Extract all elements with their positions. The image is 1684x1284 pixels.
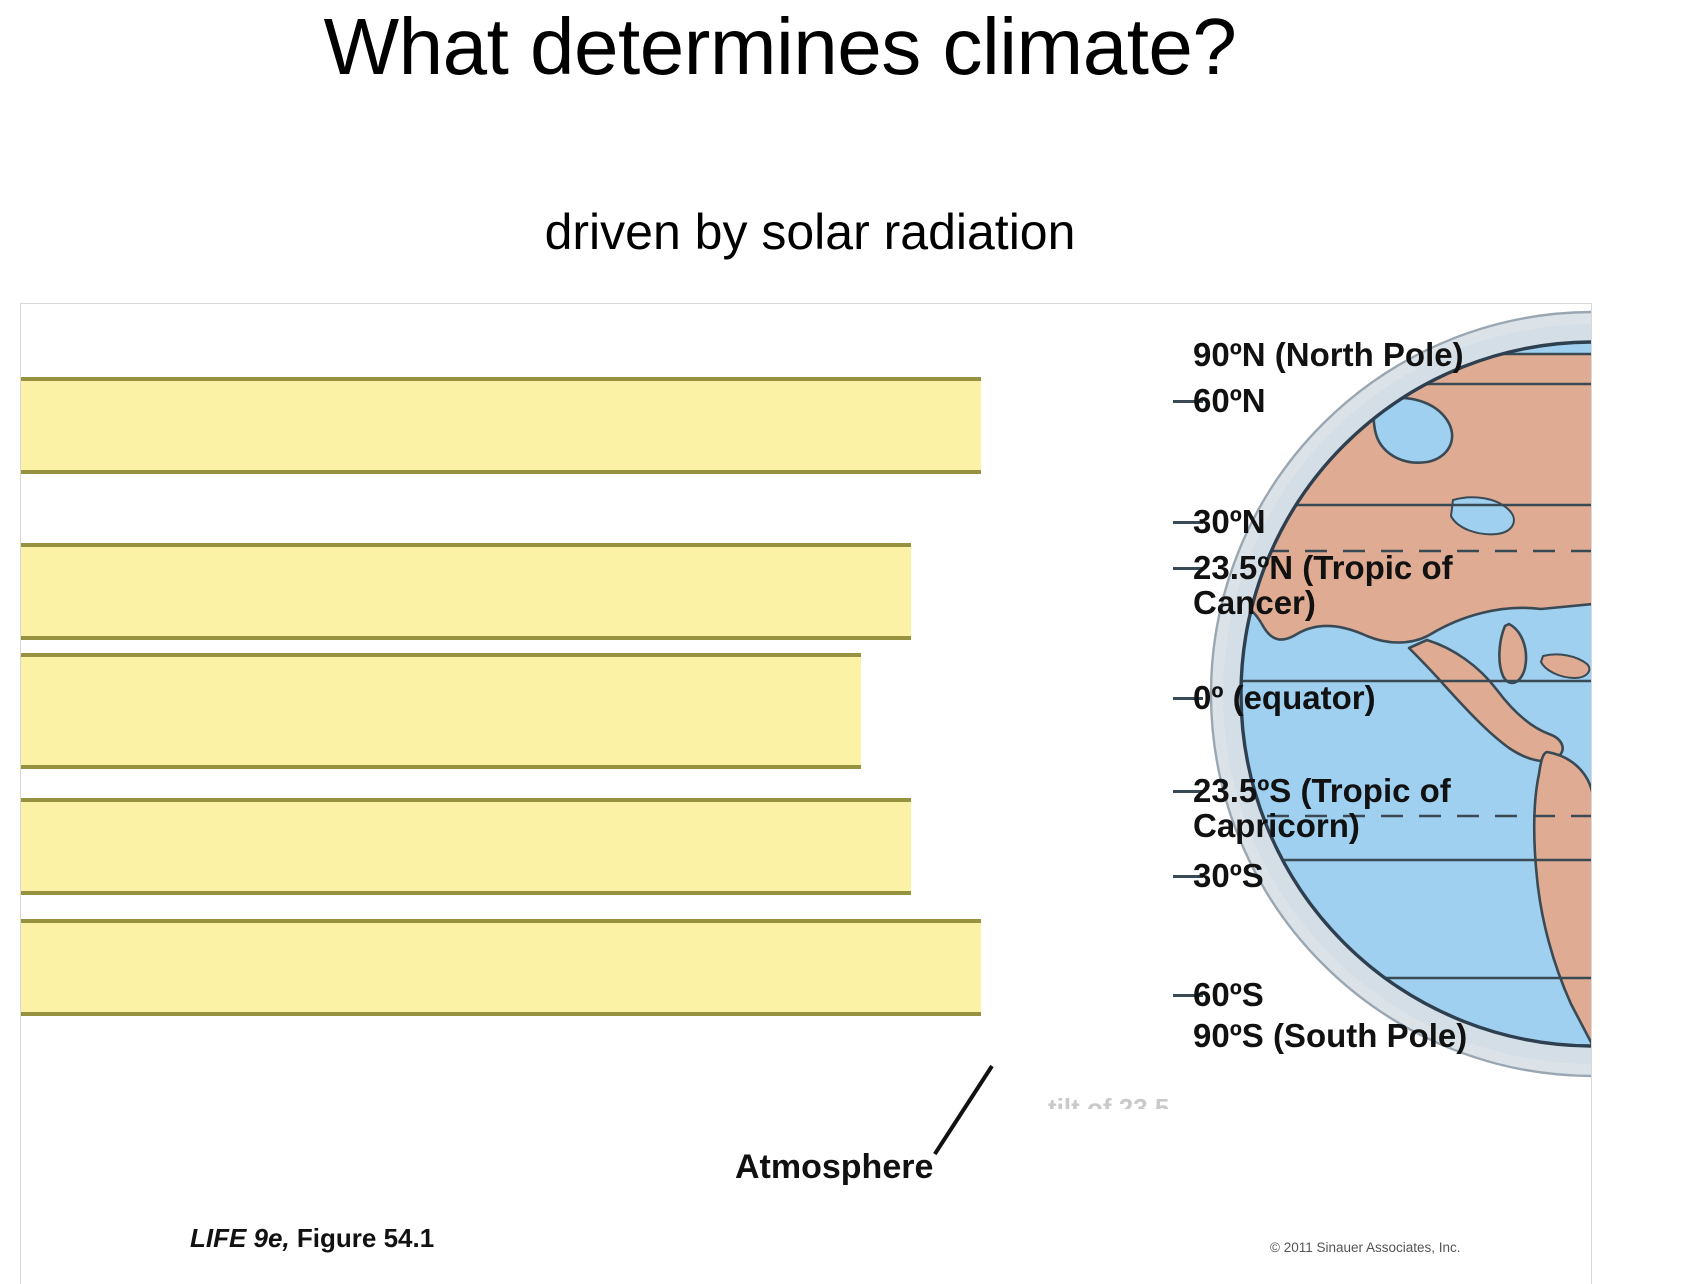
- sunlight-beam: [21, 543, 911, 640]
- latitude-tick: [1173, 875, 1203, 878]
- latitude-tick: [1173, 521, 1203, 524]
- latitude-label: 23.5ºN (Tropic of Cancer): [1193, 549, 1453, 621]
- latitude-label: 60ºN: [1193, 382, 1266, 419]
- atmosphere-label: Atmosphere: [735, 1148, 934, 1186]
- latitude-label: 30ºN: [1193, 503, 1266, 540]
- sunlight-beam: [21, 653, 861, 769]
- sunlight-beam: [21, 919, 981, 1016]
- latitude-tick: [1173, 697, 1203, 700]
- latitude-label: 90ºS (South Pole): [1193, 1017, 1468, 1054]
- latitude-label: 90ºN (North Pole): [1193, 336, 1464, 373]
- clipped-residual-text: tilt of 23.5: [1048, 1093, 1170, 1109]
- figure-source-number: Figure 54.1: [289, 1223, 435, 1253]
- latitude-label: 60ºS: [1193, 976, 1264, 1013]
- sunlight-beam: [21, 798, 911, 895]
- copyright-notice: © 2011 Sinauer Associates, Inc.: [1270, 1240, 1461, 1255]
- figure-source-credit: LIFE 9e, Figure 54.1: [190, 1223, 434, 1254]
- figure-source-book: LIFE 9e,: [190, 1223, 290, 1253]
- latitude-label: 0º (equator): [1193, 679, 1376, 716]
- page-subtitle: driven by solar radiation: [544, 204, 1076, 260]
- page-title: What determines climate?: [323, 2, 1237, 91]
- latitude-tick: [1173, 790, 1203, 793]
- latitude-label: 23.5ºS (Tropic of Capricorn): [1193, 772, 1451, 844]
- latitude-tick: [1173, 400, 1203, 403]
- climate-figure: Low angle of incoming sunlightSun direct…: [20, 303, 1592, 1284]
- sunlight-beam: [21, 377, 981, 474]
- latitude-label: 30ºS: [1193, 857, 1264, 894]
- latitude-tick: [1173, 567, 1203, 570]
- latitude-tick: [1173, 994, 1203, 997]
